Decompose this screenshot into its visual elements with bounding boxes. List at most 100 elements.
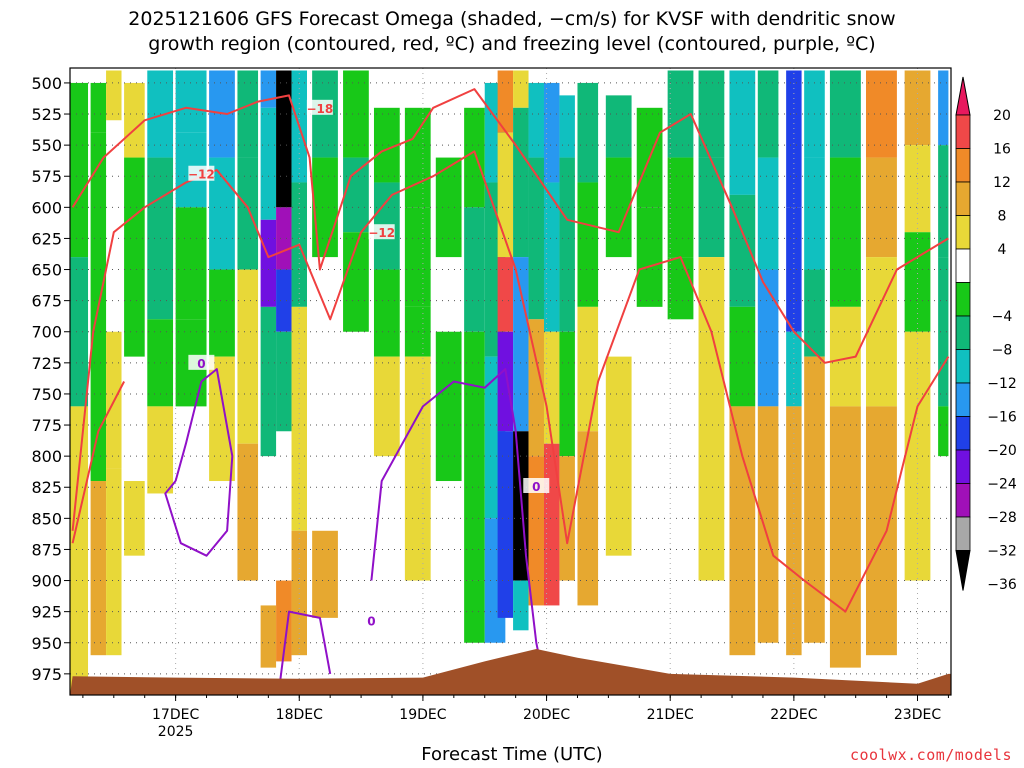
omega-cell [209, 356, 235, 482]
omega-cell [636, 207, 663, 307]
omega-cell [70, 257, 89, 407]
omega-cell [729, 406, 756, 656]
y-tick-label: 750 [31, 385, 62, 404]
omega-cell [237, 269, 259, 444]
y-tick-label: 700 [31, 323, 62, 342]
credit-link[interactable]: coolwx.com/models [849, 746, 1012, 764]
freezing-contour-label-bg [358, 612, 385, 628]
plot-frame [69, 67, 952, 696]
y-tick-label: 925 [31, 603, 62, 622]
omega-cell [497, 257, 514, 332]
omega-cell [865, 70, 897, 158]
colorbar-label: −24 [987, 477, 1017, 493]
omega-cell [804, 356, 825, 643]
x-tick-label: 18DEC [276, 707, 323, 723]
omega-cell [90, 82, 107, 133]
omega-cell [865, 406, 897, 656]
plot-area: −18 −12 −12 0 0 0 [69, 67, 952, 696]
omega-cell [435, 331, 462, 482]
dgz-contour-line [71, 381, 125, 544]
colorbar-label: −36 [987, 577, 1017, 593]
omega-cell [276, 70, 292, 208]
omega-cell [373, 269, 400, 357]
omega-cell [543, 82, 560, 183]
omega-cell [237, 70, 259, 158]
colorbar-swatch [955, 516, 971, 551]
omega-cell [543, 443, 560, 606]
freezing-contour-line [164, 368, 234, 557]
colorbar-swatch [955, 248, 971, 283]
omega-cell [260, 219, 277, 307]
omega-shading [70, 70, 949, 695]
y-tick-label: 825 [31, 478, 62, 497]
y-tick-label: 525 [31, 105, 62, 124]
colorbar-swatch [955, 315, 971, 350]
omega-cell [757, 406, 779, 643]
colorbar-label: −32 [987, 544, 1017, 560]
omega-cell [404, 356, 431, 581]
dgz-contour-label-bg [188, 165, 215, 181]
omega-cell [291, 530, 307, 656]
omega-cell [577, 431, 599, 606]
colorbar-label: −28 [987, 510, 1017, 526]
x-tick-label: 21DEC [647, 707, 694, 723]
omega-cell [497, 70, 514, 133]
omega-cell [373, 356, 400, 457]
omega-cell [147, 406, 174, 494]
colorbar-label: −8 [992, 343, 1013, 359]
colorbar-swatch [955, 483, 971, 518]
omega-cell [698, 157, 725, 258]
x-tick-label: 20DEC [523, 707, 570, 723]
omega-cell [312, 530, 338, 618]
colorbar-swatch [955, 382, 971, 417]
omega-cell [729, 70, 756, 195]
omega-cell [404, 207, 431, 307]
omega-cell [543, 182, 560, 332]
omega-cell [260, 306, 277, 457]
omega-cell [667, 257, 694, 320]
omega-cell [605, 95, 632, 158]
dgz-contour-label: −12 [188, 168, 215, 182]
y-tick-label: 850 [31, 509, 62, 528]
colorbar-label: −16 [987, 410, 1017, 426]
colorbar-label: 16 [993, 142, 1011, 158]
omega-cell [829, 157, 861, 307]
x-tick-label: 23DEC [894, 707, 941, 723]
omega-cell [464, 331, 485, 581]
freezing-contour-label-bg [523, 478, 550, 493]
omega-cell [786, 331, 802, 407]
omega-cell [938, 145, 949, 258]
omega-cell [786, 406, 802, 656]
x-tick-label: 19DEC [399, 707, 446, 723]
omega-cell [698, 70, 725, 158]
omega-cell [804, 269, 825, 357]
omega-cell [464, 580, 485, 643]
omega-cell [829, 70, 861, 158]
colorbar-swatch [955, 215, 971, 250]
omega-cell [260, 605, 277, 668]
colorbar-swatch [955, 181, 971, 216]
omega-cell [938, 70, 949, 146]
dgz-contour-line [71, 88, 949, 364]
y-tick-label: 875 [31, 540, 62, 559]
omega-cell [464, 107, 485, 208]
omega-cell [70, 406, 89, 695]
omega-cell [124, 481, 145, 556]
omega-cell [577, 82, 599, 183]
omega-cell [404, 306, 431, 357]
omega-cell [175, 207, 207, 320]
dgz-contour-label: −12 [368, 226, 395, 240]
omega-cell [559, 157, 575, 332]
freezing-contour-label-bg [188, 354, 215, 370]
y-tick-label: 600 [31, 198, 62, 217]
x-tick-year-label: 2025 [158, 724, 194, 740]
omega-cell [124, 82, 145, 158]
omega-cell [757, 157, 779, 270]
colorbar-swatch [955, 416, 971, 451]
chart-title-line2: growth region (contoured, red, ºC) and f… [148, 33, 876, 55]
colorbar-label: 4 [998, 242, 1007, 258]
omega-cell [106, 468, 122, 656]
omega-cell [124, 157, 145, 357]
omega-cell [497, 331, 514, 432]
omega-cell [175, 70, 207, 133]
